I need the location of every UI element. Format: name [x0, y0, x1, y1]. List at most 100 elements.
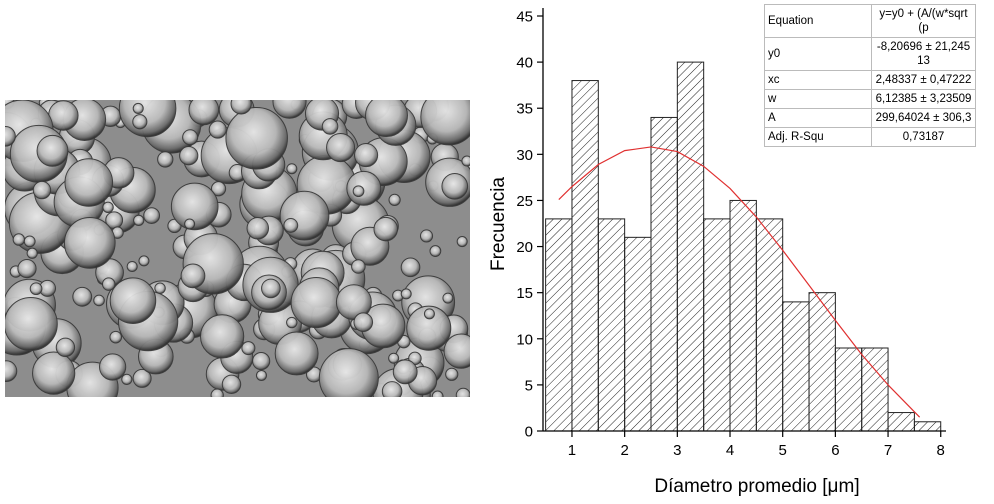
droplet	[26, 247, 38, 259]
fit-row: Adj. R-Squ 0,73187	[764, 127, 976, 147]
droplet	[346, 170, 382, 206]
droplet	[388, 352, 400, 364]
droplet	[109, 277, 157, 324]
droplet	[441, 172, 469, 200]
bar	[703, 218, 731, 432]
bar	[913, 421, 942, 432]
droplet	[352, 185, 365, 198]
bar	[650, 116, 678, 432]
fit-parameter: Equation	[764, 4, 872, 38]
droplet	[5, 360, 18, 383]
droplet	[445, 367, 459, 381]
droplet	[230, 100, 252, 115]
droplet	[400, 288, 412, 300]
droplet	[286, 163, 298, 175]
y-tick-label: 0	[525, 424, 533, 441]
droplet	[157, 151, 174, 168]
y-tick-label: 30	[516, 147, 533, 164]
droplet	[99, 353, 127, 381]
droplet	[283, 218, 299, 233]
droplet	[200, 314, 245, 359]
bar	[861, 347, 889, 432]
fit-value: 0,73187	[871, 127, 976, 147]
x-tick-label: 2	[620, 442, 628, 459]
droplet	[318, 348, 379, 397]
droplet	[225, 106, 288, 170]
droplet	[188, 100, 220, 126]
droplet	[419, 229, 434, 243]
fit-value: 2,48337 ± 0,47222	[871, 70, 976, 90]
droplet	[381, 381, 403, 397]
droplet	[23, 235, 36, 248]
droplet	[252, 351, 271, 371]
droplet	[351, 259, 366, 274]
x-tick-label: 4	[726, 442, 734, 459]
droplet	[132, 368, 152, 388]
bar	[597, 218, 626, 432]
y-tick-label: 35	[516, 101, 533, 118]
x-tick-label: 6	[831, 442, 839, 459]
fit-value: -8,20696 ± 21,24513	[871, 37, 976, 71]
droplet	[210, 181, 227, 197]
droplet	[261, 278, 281, 299]
droplet	[64, 158, 114, 207]
x-tick-label: 7	[884, 442, 892, 459]
droplet	[221, 374, 242, 395]
droplet	[274, 331, 319, 376]
droplet	[246, 217, 270, 240]
fit-row: w 6,12385 ± 3,23509	[764, 89, 976, 109]
droplet	[406, 305, 452, 351]
y-tick-label: 5	[525, 377, 533, 394]
droplet	[182, 129, 199, 146]
y-tick-label: 20	[516, 239, 533, 256]
droplet	[431, 390, 444, 397]
droplet	[180, 263, 206, 289]
x-tick-label: 8	[937, 442, 945, 459]
fit-row: y0 -8,20696 ± 21,24513	[764, 37, 976, 71]
droplet	[443, 333, 470, 369]
y-tick-label: 25	[516, 193, 533, 210]
droplet	[109, 330, 123, 344]
droplet	[420, 100, 470, 146]
droplet	[442, 292, 454, 304]
droplet	[32, 351, 76, 395]
droplet	[17, 258, 37, 279]
droplet	[423, 308, 435, 320]
microscopy-photo	[5, 100, 470, 397]
droplet	[32, 180, 52, 200]
fit-parameter: w	[764, 89, 872, 109]
fit-parameter: xc	[764, 70, 872, 90]
droplet	[208, 120, 227, 139]
droplet	[121, 373, 133, 385]
droplet	[241, 341, 256, 356]
droplet	[55, 337, 76, 358]
fit-row: A 299,64024 ± 306,3	[764, 108, 976, 128]
x-tick-label: 5	[779, 442, 787, 459]
x-tick-label: 1	[568, 442, 576, 459]
droplet	[93, 294, 105, 307]
droplet	[456, 236, 468, 248]
droplet	[5, 296, 58, 351]
fit-parameter: A	[764, 108, 872, 128]
y-tick-label: 40	[516, 55, 533, 72]
droplet	[326, 133, 356, 163]
droplet	[5, 125, 16, 147]
bar	[624, 236, 652, 432]
bar	[808, 292, 836, 432]
droplet	[29, 282, 43, 296]
fit-row: Equation y=y0 + (A/(w*sqrt(p	[764, 4, 976, 38]
fit-value: y=y0 + (A/(w*sqrt(p	[871, 4, 976, 38]
droplet	[429, 245, 442, 258]
droplet	[455, 387, 470, 397]
fit-value: 299,64024 ± 306,3	[871, 108, 976, 128]
droplet	[132, 114, 148, 130]
droplet	[63, 217, 116, 269]
fit-value: 6,12385 ± 3,23509	[871, 89, 976, 109]
droplet	[72, 286, 93, 307]
droplet	[101, 277, 116, 291]
droplet	[138, 255, 150, 267]
droplet	[133, 214, 145, 226]
droplet	[179, 146, 199, 166]
